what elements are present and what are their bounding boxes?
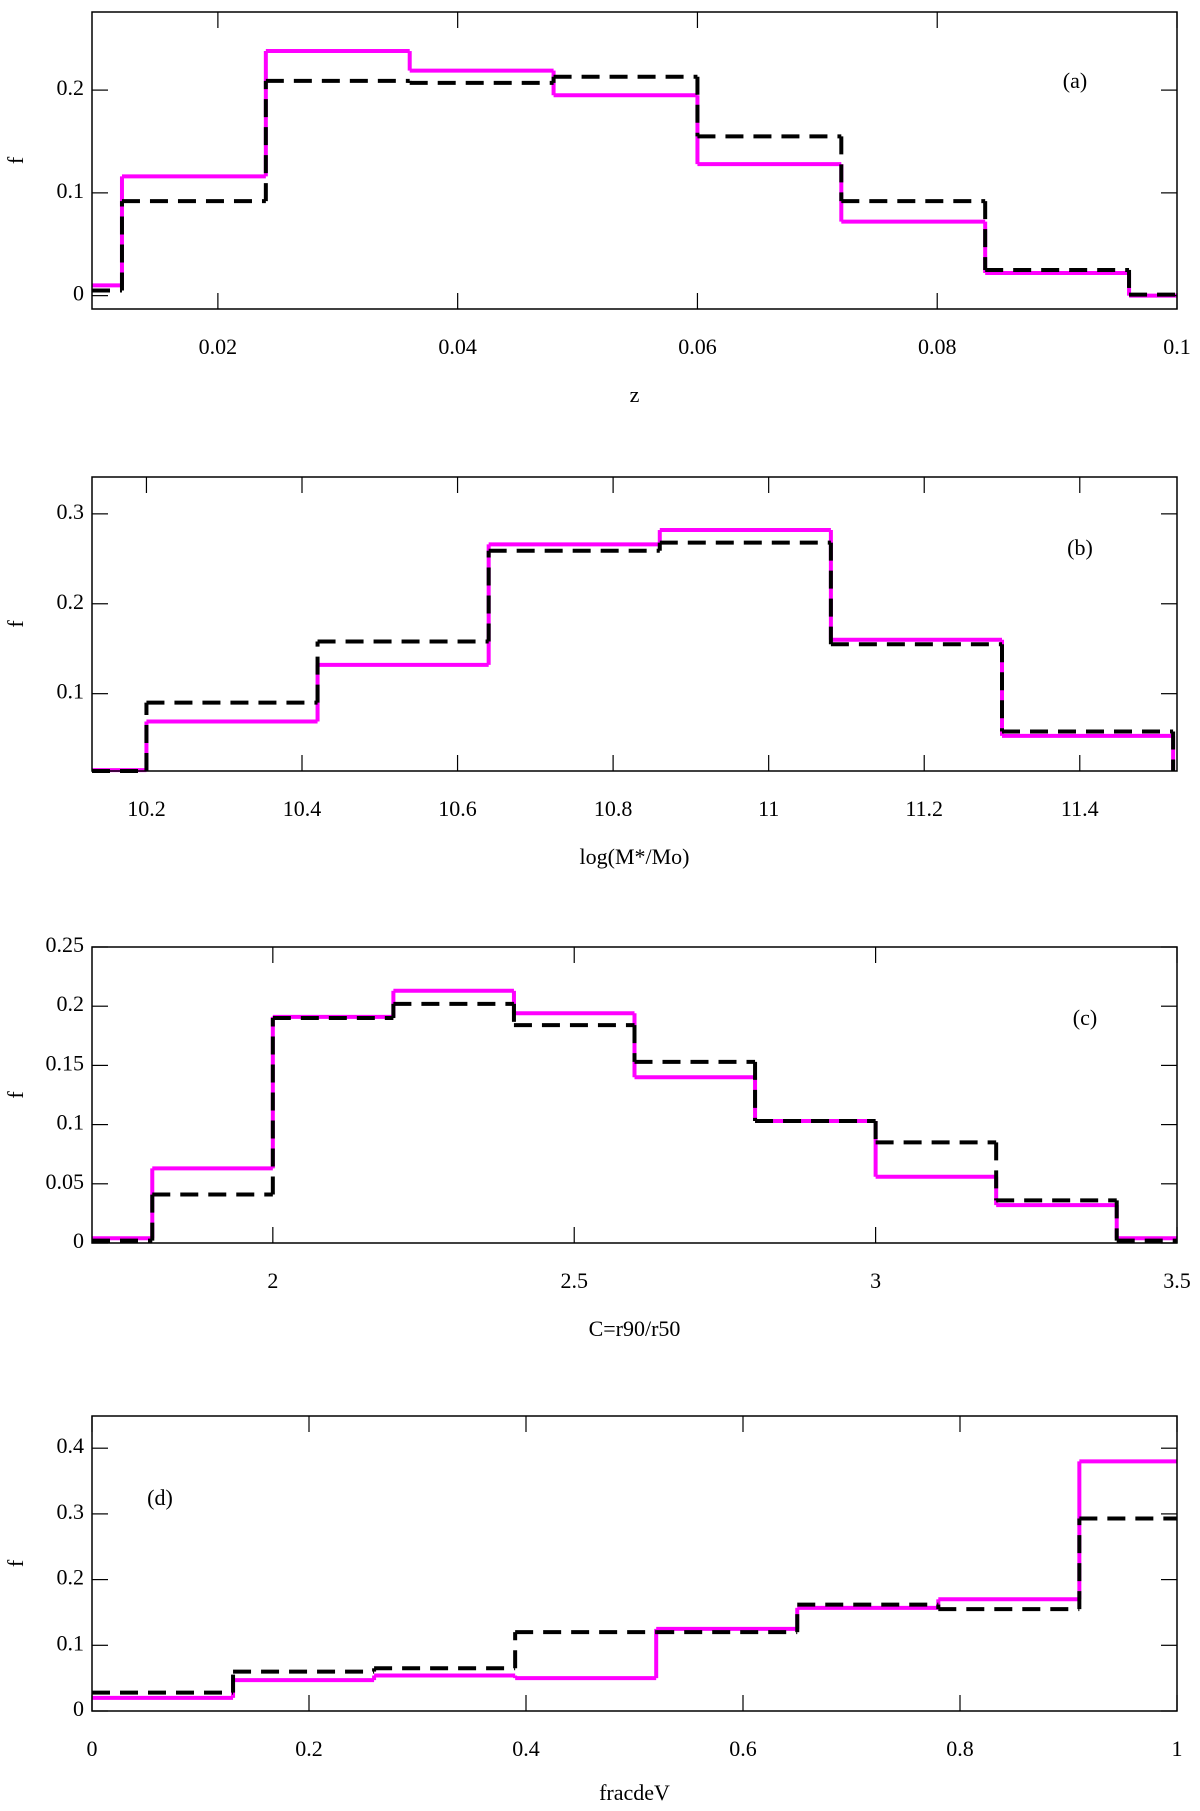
x-tick-label: 10.2	[127, 796, 166, 821]
y-tick-label: 0.4	[57, 1433, 85, 1458]
y-tick-label: 0.25	[46, 932, 85, 957]
y-tick-label: 0	[73, 281, 84, 306]
y-tick-label: 0.2	[57, 75, 85, 100]
x-tick-label: 10.4	[283, 796, 322, 821]
y-tick-label: 0.15	[46, 1050, 85, 1075]
x-tick-label: 0.02	[199, 334, 238, 359]
y-tick-label: 0.1	[57, 1630, 85, 1655]
y-tick-label: 0.1	[57, 1110, 85, 1135]
y-tick-label: 0.3	[57, 1499, 85, 1524]
panel-annotation: (a)	[1063, 68, 1087, 93]
y-tick-label: 0.2	[57, 589, 85, 614]
y-axis-label: f	[3, 1091, 28, 1099]
y-tick-label: 0.3	[57, 499, 85, 524]
y-axis-label: f	[3, 620, 28, 628]
x-tick-label: 0.08	[918, 334, 957, 359]
y-axis-label: f	[3, 156, 28, 164]
x-tick-label: 3.5	[1163, 1268, 1191, 1293]
x-tick-label: 11.2	[905, 796, 943, 821]
x-tick-label: 0.6	[729, 1736, 757, 1761]
x-tick-label: 2.5	[560, 1268, 588, 1293]
y-tick-label: 0.2	[57, 1565, 85, 1590]
plot-frame	[91, 946, 1178, 1244]
y-tick-label: 0	[73, 1228, 84, 1253]
y-tick-label: 0.05	[46, 1169, 85, 1194]
x-tick-label: 3	[870, 1268, 881, 1293]
x-tick-label: 0	[87, 1736, 98, 1761]
plot-frame	[91, 476, 1178, 772]
x-axis-label: log(M*/Mo)	[580, 844, 690, 869]
x-axis-label: C=r90/r50	[589, 1316, 681, 1341]
x-tick-label: 1	[1172, 1736, 1183, 1761]
x-axis-label: fracdeV	[599, 1780, 670, 1805]
plot-frame	[91, 1415, 1178, 1712]
x-tick-label: 0.1	[1163, 334, 1191, 359]
x-tick-label: 11.4	[1061, 796, 1099, 821]
panel-annotation: (c)	[1073, 1005, 1097, 1030]
panel-annotation: (b)	[1067, 535, 1093, 560]
plot-frame	[91, 11, 1178, 310]
x-tick-label: 11	[758, 796, 779, 821]
x-tick-label: 0.04	[438, 334, 477, 359]
y-axis-label: f	[3, 1559, 28, 1567]
x-tick-label: 10.8	[594, 796, 633, 821]
y-tick-label: 0.1	[57, 178, 85, 203]
y-tick-label: 0.2	[57, 991, 85, 1016]
x-tick-label: 2	[267, 1268, 278, 1293]
x-tick-label: 0.4	[512, 1736, 540, 1761]
y-tick-label: 0.1	[57, 679, 85, 704]
panel-annotation: (d)	[147, 1485, 173, 1510]
x-axis-label: z	[630, 382, 640, 407]
x-tick-label: 0.06	[678, 334, 717, 359]
x-tick-label: 10.6	[438, 796, 477, 821]
x-tick-label: 0.2	[295, 1736, 323, 1761]
y-tick-label: 0	[73, 1696, 84, 1721]
x-tick-label: 0.8	[946, 1736, 974, 1761]
